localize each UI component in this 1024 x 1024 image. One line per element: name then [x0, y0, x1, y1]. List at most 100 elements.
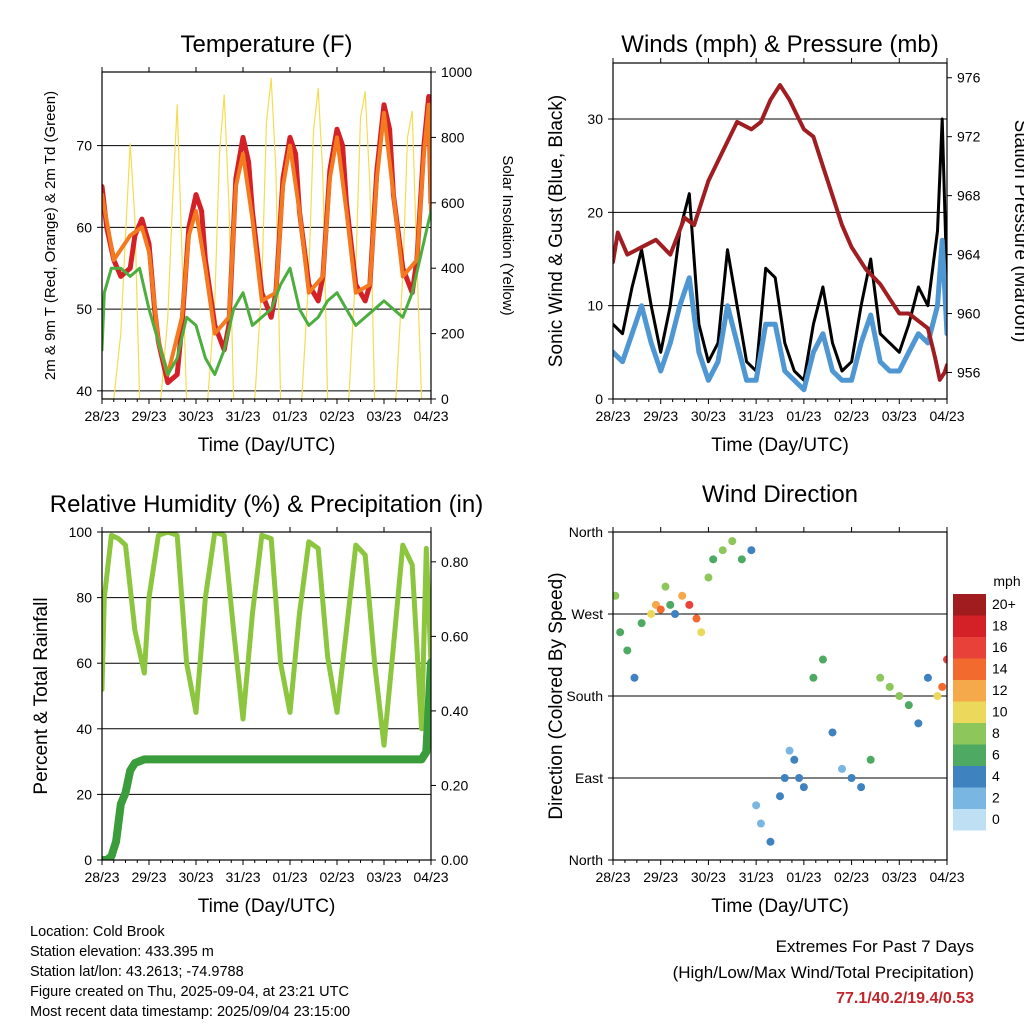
y-tick-label: 20 — [587, 204, 603, 220]
data-point — [904, 701, 913, 710]
x-tick-label: 28/23 — [84, 869, 119, 885]
y-tick-label: 0 — [84, 852, 92, 868]
y-tick-label: 50 — [76, 301, 92, 317]
y2-tick-label: 956 — [957, 364, 981, 380]
x-tick-label: 02/23 — [319, 869, 354, 885]
x-tick-label: 29/23 — [131, 408, 166, 424]
y2-tick-label: 976 — [957, 70, 981, 86]
legend-label: 12 — [992, 682, 1008, 698]
panel-2: Winds (mph) & Pressure (mb) 0 10 20 30 956 960… — [546, 31, 1024, 456]
x-tick-label: 04/23 — [413, 408, 448, 424]
plot-frame — [101, 71, 432, 400]
data-point — [857, 783, 866, 792]
y2-tick-label: 1000 — [441, 64, 472, 80]
data-point — [656, 605, 665, 614]
y-tick-label: 80 — [76, 590, 92, 606]
x-tick-label: 01/23 — [272, 408, 307, 424]
plot-frame — [101, 531, 432, 861]
series-line-1 — [102, 532, 431, 748]
y-axis-label: 2m & 9m T (Red, Orange) & 2m Td (Green) — [42, 91, 59, 380]
x-tick-label: 31/23 — [225, 408, 260, 424]
y-tick-label: 40 — [76, 721, 92, 737]
y-tick-label: 40 — [76, 383, 92, 399]
y-tick-label: West — [571, 606, 603, 622]
data-point — [637, 619, 646, 628]
x-tick-label: 30/23 — [178, 869, 213, 885]
x-tick-label: 29/23 — [643, 408, 678, 424]
legend-label: 8 — [992, 725, 1000, 741]
x-tick-label: 29/23 — [643, 869, 678, 885]
y2-tick-label: 600 — [441, 195, 465, 211]
chart-title: Relative Humidity (%) & Precipitation (i… — [50, 491, 483, 518]
series-line-4 — [102, 77, 431, 399]
data-point — [766, 837, 775, 846]
y2-axis-label: Solar Insolation (Yellow) — [499, 155, 516, 315]
legend-swatch — [953, 680, 986, 702]
legend-label: 4 — [992, 768, 1000, 784]
data-point — [718, 546, 727, 555]
info-created: Figure created on Thu, 2025-09-04, at 23… — [30, 984, 349, 1000]
x-tick-label: 02/23 — [834, 869, 869, 885]
data-point — [847, 774, 856, 782]
data-point — [866, 755, 875, 764]
plot-area — [613, 83, 947, 393]
x-tick-label: 03/23 — [366, 408, 401, 424]
x-tick-label: 31/23 — [739, 408, 774, 424]
panel-1: Temperature (F) 40 50 60 70 0 200 400 600 800 1000… — [42, 31, 516, 456]
data-point — [876, 673, 885, 682]
data-point — [828, 728, 837, 737]
data-point — [923, 673, 932, 682]
legend-swatch — [953, 787, 986, 809]
data-point — [795, 774, 804, 782]
y2-tick-label: 0.80 — [441, 554, 468, 570]
data-point — [914, 719, 923, 728]
data-point — [943, 655, 947, 664]
legend-label: 14 — [992, 661, 1008, 677]
data-point — [623, 646, 632, 655]
plot-area — [102, 532, 431, 860]
x-tick-label: 29/23 — [131, 869, 166, 885]
legend-label: 10 — [992, 704, 1008, 720]
data-point — [752, 801, 761, 810]
y2-tick-label: 800 — [441, 129, 465, 145]
chart-title: Temperature (F) — [180, 31, 352, 58]
station-info: Location: Cold Brook Station elevation: … — [30, 922, 350, 1022]
legend-label: 2 — [992, 790, 1000, 806]
data-point — [790, 755, 799, 764]
legend-label: 16 — [992, 639, 1008, 655]
x-tick-label: 03/23 — [882, 408, 917, 424]
y-tick-label: North — [569, 852, 603, 868]
data-point — [938, 682, 947, 691]
data-point — [709, 555, 718, 564]
data-point — [685, 600, 694, 609]
y-tick-label: 100 — [69, 524, 93, 540]
y-tick-label: North — [569, 524, 603, 540]
data-point — [895, 692, 904, 700]
y2-tick-label: 964 — [957, 247, 981, 263]
x-tick-label: 04/23 — [929, 869, 964, 885]
y2-tick-label: 0.00 — [441, 852, 468, 868]
legend-label: 0 — [992, 811, 1000, 827]
data-point — [613, 591, 620, 600]
plot-area — [102, 77, 431, 399]
data-point — [756, 819, 765, 828]
legend-swatch — [953, 809, 986, 831]
info-location: Location: Cold Brook — [30, 924, 165, 940]
data-point — [885, 682, 894, 691]
legend-label: 18 — [992, 618, 1008, 634]
data-point — [678, 591, 687, 600]
data-point — [838, 764, 847, 773]
data-point — [704, 573, 713, 582]
legend-swatch — [953, 637, 986, 659]
x-tick-label: 31/23 — [739, 869, 774, 885]
legend-swatch — [953, 766, 986, 788]
y-axis-label: Sonic Wind & Gust (Blue, Black) — [546, 95, 567, 367]
y-axis-label: Percent & Total Rainfall — [31, 597, 52, 794]
chart-title: Winds (mph) & Pressure (mb) — [621, 31, 938, 58]
y2-tick-label: 0.40 — [441, 703, 468, 719]
data-point — [647, 610, 656, 618]
y-tick-label: 10 — [587, 298, 603, 314]
info-latlon: Station lat/lon: 43.2613; -74.9788 — [30, 964, 244, 980]
y-tick-label: 60 — [76, 219, 92, 235]
